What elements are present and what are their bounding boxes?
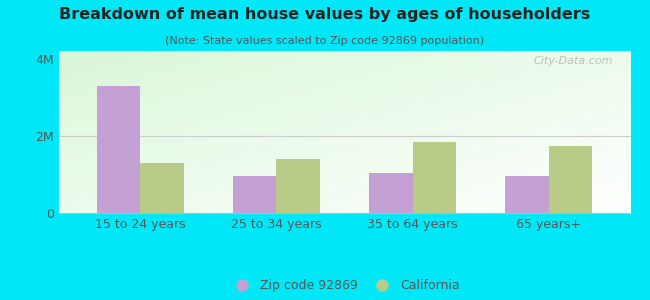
Bar (140, 163, 184, 213)
Text: Breakdown of mean house values by ages of householders: Breakdown of mean house values by ages o… (59, 8, 591, 22)
Bar (276, 159, 320, 213)
Bar (505, 176, 549, 213)
Bar (97, 86, 140, 213)
Bar (233, 176, 276, 213)
Text: (Note: State values scaled to Zip code 92869 population): (Note: State values scaled to Zip code 9… (166, 36, 484, 46)
Bar (413, 142, 456, 213)
Text: City-Data.com: City-Data.com (534, 56, 614, 66)
Bar (369, 172, 413, 213)
Legend: Zip code 92869, California: Zip code 92869, California (224, 274, 465, 298)
Bar (549, 146, 592, 213)
